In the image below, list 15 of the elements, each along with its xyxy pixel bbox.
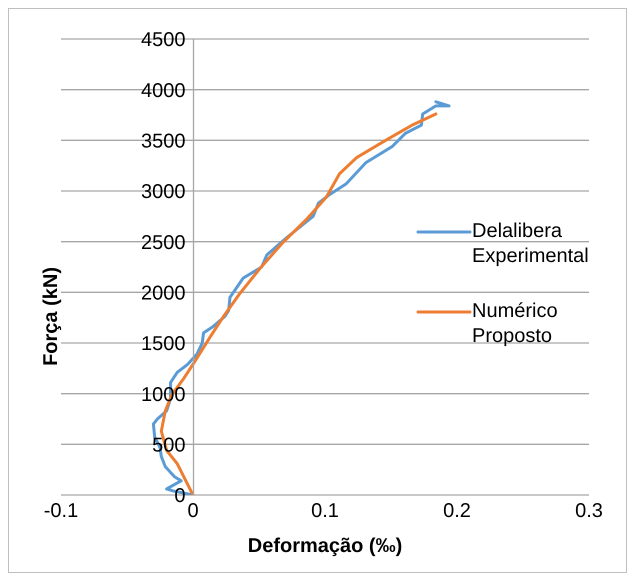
y-tick-label: 4500: [141, 29, 186, 52]
y-tick-label: 2000: [141, 282, 186, 304]
y-tick-label: 1500: [141, 333, 186, 356]
x-tick-label: -0.1: [44, 500, 78, 522]
y-tick-label: 3500: [141, 130, 186, 152]
y-axis-title: Força (kN): [40, 267, 62, 366]
legend-label: Numérico Proposto: [472, 299, 559, 349]
x-tick-label: 0.3: [575, 500, 603, 522]
y-tick-label: 3000: [141, 181, 186, 204]
x-axis-title: Deformação (‰): [248, 535, 402, 557]
x-tick-label: 0.1: [311, 500, 339, 522]
y-tick-label: 2500: [141, 232, 186, 254]
x-tick-label: 0.2: [443, 500, 471, 522]
legend-label: Delalibera Experimental: [472, 219, 590, 269]
y-tick-label: 4000: [141, 80, 186, 102]
